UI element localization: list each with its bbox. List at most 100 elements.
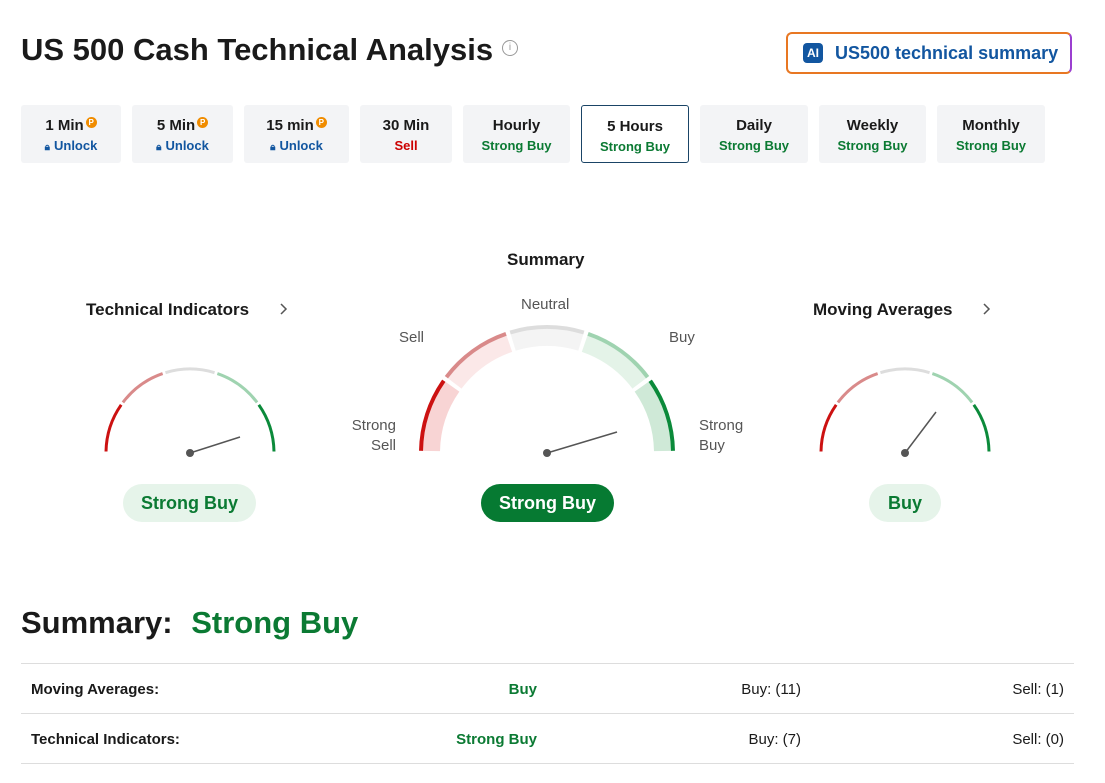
gauge-segment xyxy=(836,372,879,404)
timeframe-tab[interactable]: 5 Hours Strong Buy xyxy=(581,105,689,163)
lock-icon: 🔒︎ xyxy=(156,142,162,153)
gauge-segment xyxy=(510,328,584,351)
ai-badge: AI xyxy=(803,43,823,63)
tab-status: Strong Buy xyxy=(837,138,908,153)
tab-label-row: Monthly xyxy=(937,117,1045,134)
needle-pivot xyxy=(901,449,909,457)
chevron[interactable] xyxy=(280,303,288,315)
timeframe-tab[interactable]: 15 min P 🔒︎ Unlock xyxy=(244,105,349,163)
timeframe-tab[interactable]: Daily Strong Buy xyxy=(700,105,808,163)
timeframe-tab[interactable]: 5 Min P 🔒︎ Unlock xyxy=(132,105,233,163)
gauge-title[interactable]: Technical Indicators xyxy=(86,300,250,319)
gauge-segment xyxy=(216,372,259,404)
gauge-segment xyxy=(121,372,164,404)
tab-label: Hourly xyxy=(492,117,541,134)
tab-label-row: 30 Min xyxy=(360,117,452,134)
info-icon[interactable]: i xyxy=(502,40,518,56)
timeframe-tab[interactable]: Weekly Strong Buy xyxy=(819,105,926,163)
gauge-segment xyxy=(581,334,647,389)
scale-label: Strong Sell xyxy=(351,417,396,454)
gauge-segment xyxy=(648,379,675,451)
tab-label: Weekly xyxy=(846,117,899,134)
result-pill: Buy xyxy=(869,484,941,522)
tab-status: Unlock xyxy=(165,138,209,153)
tab-status: Strong Buy xyxy=(481,138,552,153)
needle xyxy=(189,436,241,454)
table-cell: Sell: (0) xyxy=(1012,731,1064,748)
scale-label: Strong Buy xyxy=(699,417,744,454)
tab-label: Monthly xyxy=(962,117,1020,134)
tab-status: Sell xyxy=(394,138,418,153)
lock-icon: 🔒︎ xyxy=(270,142,276,153)
chevron[interactable] xyxy=(983,303,991,315)
timeframe-tab[interactable]: 30 Min Sell xyxy=(360,105,452,163)
tab-label-row: Daily xyxy=(700,117,808,134)
needle xyxy=(904,411,937,454)
timeframe-tab[interactable]: Hourly Strong Buy xyxy=(463,105,570,163)
scale-label: Neutral xyxy=(521,296,570,313)
tab-status-row: Strong Buy xyxy=(463,138,570,153)
table-cell: Technical Indicators: xyxy=(31,731,180,748)
gauge-segment xyxy=(422,381,460,452)
tab-label-row: 5 Min P xyxy=(132,117,233,134)
tab-status: Strong Buy xyxy=(599,139,671,154)
table-row: Moving Averages: Buy Buy: (11) Sell: (1) xyxy=(21,663,1074,714)
needle xyxy=(546,431,618,454)
needle-pivot xyxy=(543,449,551,457)
gauge-segment xyxy=(444,331,507,379)
tab-status-row: Strong Buy xyxy=(700,138,808,153)
gauge-segment xyxy=(419,379,446,451)
summary-value: Strong Buy xyxy=(191,605,359,640)
gauges xyxy=(104,303,991,457)
tab-status: Unlock xyxy=(53,138,98,153)
gauge-segment xyxy=(972,403,991,452)
gauge-segment xyxy=(257,403,276,452)
gauge-title[interactable]: Moving Averages xyxy=(813,300,953,319)
premium-icon: P xyxy=(315,117,327,128)
timeframe-tab[interactable]: 1 Min P 🔒︎ Unlock xyxy=(21,105,121,163)
tab-status-row: 🔒︎ Unlock xyxy=(132,138,233,153)
premium-icon: P xyxy=(197,117,209,128)
table-cell: Sell: (1) xyxy=(1012,681,1064,698)
gauge-segment xyxy=(634,381,672,452)
table-cell: Buy: (7) xyxy=(748,731,801,748)
tab-label-row: 15 min P xyxy=(244,117,349,134)
tab-status-row: 🔒︎ Unlock xyxy=(21,138,121,153)
tab-status-row: Strong Buy xyxy=(937,138,1045,153)
gauge-segment xyxy=(880,367,930,375)
tab-label: 5 Hours xyxy=(607,118,663,135)
table-row: Technical Indicators: Strong Buy Buy: (7) S… xyxy=(21,713,1074,764)
scale-label: Sell xyxy=(399,329,425,346)
timeframe-tab[interactable]: Monthly Strong Buy xyxy=(937,105,1045,163)
premium-icon: P xyxy=(85,117,97,128)
gauge-segment xyxy=(509,325,585,335)
page-title: US 500 Cash Technical Analysis xyxy=(21,32,494,67)
table-cell: Strong Buy xyxy=(456,731,537,748)
gauge-segment xyxy=(104,403,123,452)
tab-label: 1 Min xyxy=(45,117,84,134)
tab-label: 15 min xyxy=(266,117,314,134)
gauge-segment xyxy=(819,403,838,452)
gauge-segment xyxy=(447,334,513,389)
summary-heading: Summary: Strong Buy xyxy=(21,605,358,641)
ai-button-label: US500 technical summary xyxy=(835,42,1059,63)
table-cell: Buy: (11) xyxy=(741,681,801,698)
tab-label-row: Hourly xyxy=(463,117,570,134)
result-pill: Strong Buy xyxy=(481,484,614,522)
gauge-segment xyxy=(165,367,215,375)
lock-icon: 🔒︎ xyxy=(44,142,50,153)
tab-label: Daily xyxy=(736,117,772,134)
gauge-segment xyxy=(931,372,974,404)
tab-label: 5 Min xyxy=(156,117,196,134)
tab-status-row: 🔒︎ Unlock xyxy=(244,138,349,153)
tab-status: Strong Buy xyxy=(718,138,790,153)
tab-status-row: Sell xyxy=(360,138,452,153)
tab-label-row: 1 Min P xyxy=(21,117,121,134)
summary-label: Summary: xyxy=(21,605,173,640)
ai-summary-button[interactable]: AI US500 technical summary xyxy=(786,32,1072,74)
tab-status: Strong Buy xyxy=(955,138,1027,153)
table-border xyxy=(21,763,1074,764)
tab-label-row: Weekly xyxy=(819,117,926,134)
tab-status-row: Strong Buy xyxy=(819,138,926,153)
